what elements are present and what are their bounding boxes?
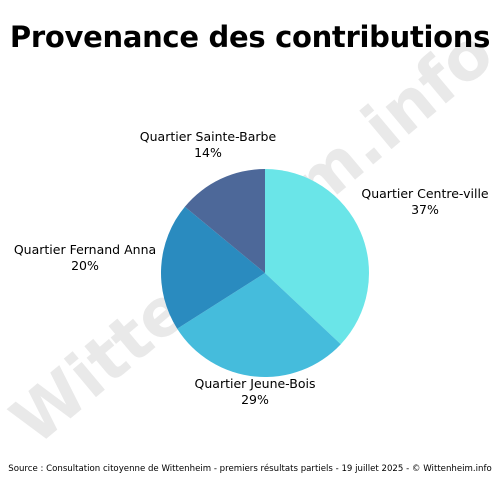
slice-percent-label: 29%: [241, 392, 269, 407]
slice-percent-label: 20%: [71, 258, 99, 273]
pie-slice: [265, 169, 370, 345]
slice-label: Quartier Jeune-Bois: [195, 376, 316, 391]
pie-slice: [184, 169, 265, 273]
pie-slice: [177, 273, 341, 377]
slice-label: Quartier Fernand Anna: [14, 242, 156, 257]
pie-slices: [160, 169, 370, 377]
source-footer: Source : Consultation citoyenne de Witte…: [8, 464, 492, 474]
slice-percent-label: 37%: [411, 202, 439, 217]
chart-title: Provenance des contributions: [9, 20, 491, 54]
slice-label: Quartier Centre-ville: [361, 186, 489, 201]
pie-slice: [160, 206, 265, 329]
slice-label: Quartier Sainte-Barbe: [140, 129, 277, 144]
slice-percent-label: 14%: [194, 145, 222, 160]
